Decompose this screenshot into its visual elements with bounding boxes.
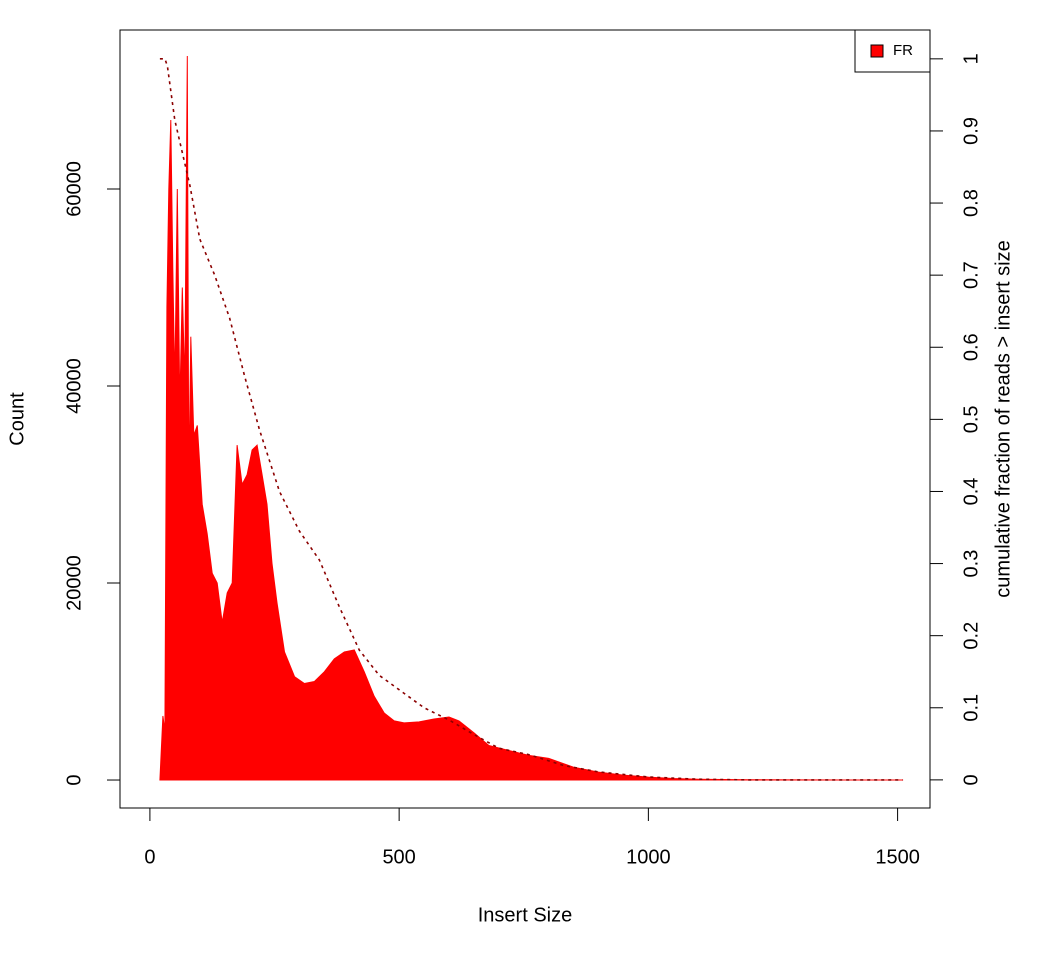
y2-tick-label: 1 xyxy=(960,53,982,64)
x-axis-label: Insert Size xyxy=(478,904,572,926)
y2-tick-label: 0.1 xyxy=(960,694,982,722)
x-tick-label: 0 xyxy=(144,846,155,868)
y2-tick-label: 0.2 xyxy=(960,622,982,650)
legend-label: FR xyxy=(893,42,913,59)
y-tick-label: 40000 xyxy=(63,358,85,414)
y2-tick-label: 0.5 xyxy=(960,405,982,433)
x-tick-label: 500 xyxy=(382,846,415,868)
y2-tick-label: 0.7 xyxy=(960,261,982,289)
y2-tick-label: 0.6 xyxy=(960,333,982,361)
cumulative-line xyxy=(159,58,903,781)
y2-tick-label: 0 xyxy=(960,774,982,785)
histogram-area xyxy=(159,55,904,781)
y2-tick-label: 0.4 xyxy=(960,478,982,506)
y-tick-label: 0 xyxy=(63,774,85,785)
legend-box xyxy=(854,29,931,73)
x-tick-label: 1000 xyxy=(626,846,671,868)
y2-axis-label: cumulative fraction of reads > insert si… xyxy=(992,240,1014,597)
y2-tick-label: 0.9 xyxy=(960,117,982,145)
x-tick-label: 1500 xyxy=(875,846,920,868)
y2-tick-label: 0.3 xyxy=(960,550,982,578)
y-axis-label: Count xyxy=(6,392,28,446)
legend-swatch xyxy=(870,44,884,58)
y2-tick-label: 0.8 xyxy=(960,189,982,217)
y-tick-label: 20000 xyxy=(63,555,85,611)
y-tick-label: 60000 xyxy=(63,161,85,217)
